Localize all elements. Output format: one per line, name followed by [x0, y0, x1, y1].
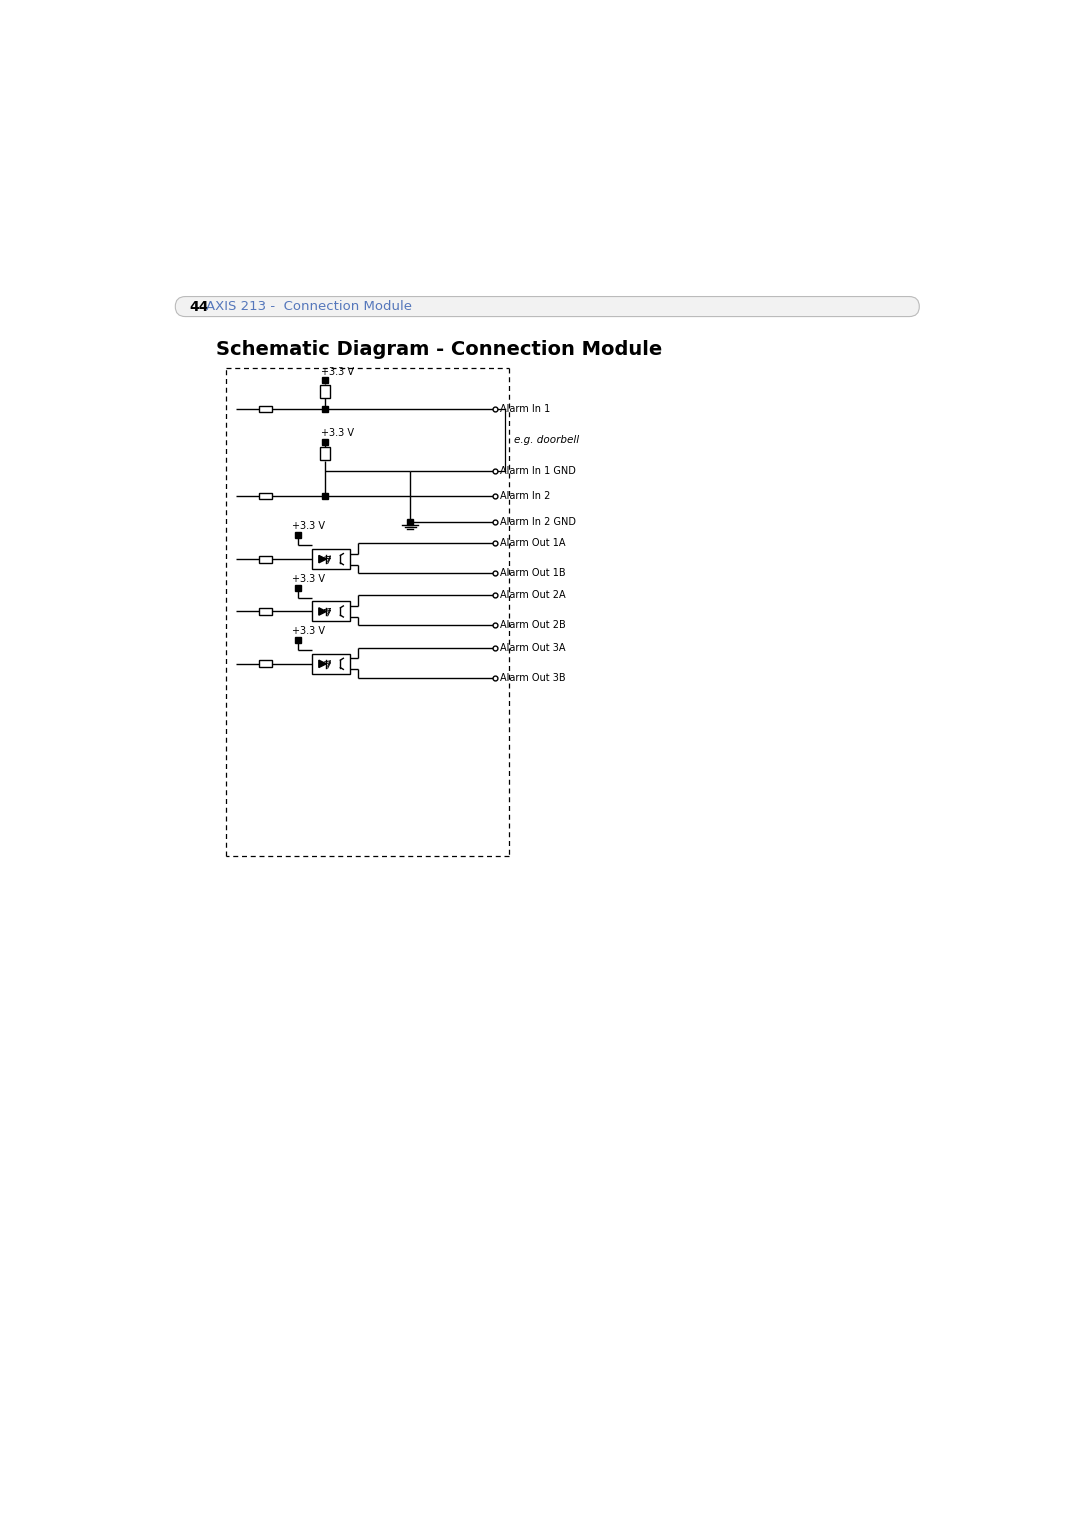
Text: +3.3 V: +3.3 V [321, 428, 354, 439]
Polygon shape [319, 555, 326, 562]
Polygon shape [319, 660, 326, 668]
Text: Alarm Out 1A: Alarm Out 1A [500, 538, 566, 549]
Bar [258, 608, 272, 614]
Bar [321, 385, 329, 397]
Bar [258, 492, 272, 500]
Bar [312, 654, 350, 674]
Text: Alarm In 1: Alarm In 1 [500, 403, 551, 414]
Bar [258, 556, 272, 562]
Text: 44: 44 [189, 299, 208, 313]
Bar [312, 549, 350, 568]
Text: +3.3 V: +3.3 V [321, 367, 354, 376]
Bar [321, 448, 329, 460]
FancyBboxPatch shape [175, 296, 919, 316]
Text: AXIS 213 -  Connection Module: AXIS 213 - Connection Module [206, 299, 413, 313]
Bar [258, 405, 272, 413]
Text: Schematic Diagram - Connection Module: Schematic Diagram - Connection Module [216, 341, 663, 359]
Polygon shape [319, 608, 326, 616]
Bar [258, 660, 272, 668]
Text: Alarm In 2: Alarm In 2 [500, 490, 551, 501]
Text: Alarm Out 3A: Alarm Out 3A [500, 643, 566, 652]
Text: +3.3 V: +3.3 V [292, 626, 325, 636]
Text: Alarm Out 1B: Alarm Out 1B [500, 568, 566, 578]
Text: Alarm In 1 GND: Alarm In 1 GND [500, 466, 576, 477]
Text: +3.3 V: +3.3 V [292, 521, 325, 532]
Text: +3.3 V: +3.3 V [292, 573, 325, 584]
Text: e.g. doorbell: e.g. doorbell [514, 435, 579, 445]
Text: Alarm Out 2A: Alarm Out 2A [500, 590, 566, 601]
Text: Alarm In 2 GND: Alarm In 2 GND [500, 516, 576, 527]
Bar [312, 602, 350, 622]
Text: Alarm Out 3B: Alarm Out 3B [500, 672, 566, 683]
Text: Alarm Out 2B: Alarm Out 2B [500, 620, 566, 631]
